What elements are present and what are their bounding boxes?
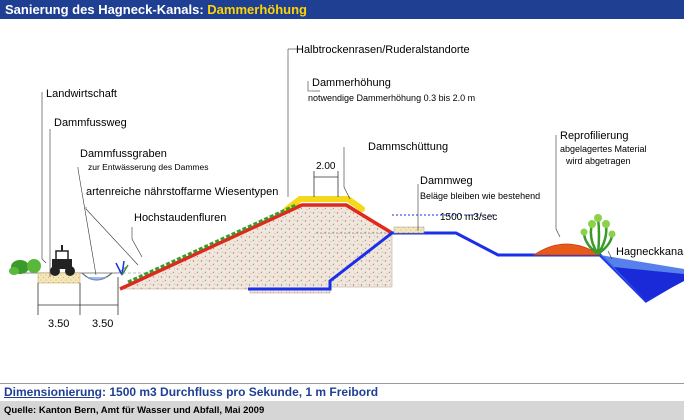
dimension-bottom	[37, 277, 119, 315]
label-dammerhoehung: Dammerhöhung	[312, 77, 391, 89]
dimensioning-bar: Dimensionierung: 1500 m3 Durchfluss pro …	[0, 383, 684, 401]
label-repro-note2: wird abgetragen	[565, 156, 631, 166]
dim-left2-label: 3.50	[92, 318, 113, 330]
dimensioning-text: Dimensionierung: 1500 m3 Durchfluss pro …	[4, 385, 378, 399]
title-prefix: Sanierung des Hagneck-Kanals:	[5, 2, 204, 17]
page-title: Sanierung des Hagneck-Kanals: Dammerhöhu…	[5, 2, 307, 17]
title-bar: Sanierung des Hagneck-Kanals: Dammerhöhu…	[0, 0, 684, 19]
sediment-mound	[532, 243, 602, 256]
label-dammfussgraben-note: zur Entwässerung des Dammes	[88, 162, 208, 172]
label-hagneckkanal: Hagneckkanal	[616, 246, 684, 258]
label-hochstauden: Hochstaudenfluren	[134, 212, 226, 224]
dammfussweg-surface	[37, 272, 81, 284]
label-halbtrocken: Halbtrockenrasen/Ruderalstandorte	[296, 44, 470, 56]
label-dammschuettung: Dammschüttung	[368, 141, 448, 153]
label-wiesentypen: artenreiche nährstoffarme Wiesentypen	[86, 186, 278, 198]
label-dammfussgraben: Dammfussgraben	[80, 148, 167, 160]
dammweg-surface	[393, 226, 425, 234]
hagneckkanal-deep	[614, 267, 684, 301]
dam-red-line	[119, 203, 393, 291]
flow-rate-label: 1500 m3/sec	[440, 212, 497, 223]
tractor-icon	[50, 245, 75, 276]
crops-icon	[9, 259, 41, 275]
shrub-icon	[580, 214, 616, 256]
dam-raise-cap	[283, 196, 365, 213]
dim-top-label: 2.00	[316, 161, 336, 172]
source-bar: Quelle: Kanton Bern, Amt für Wasser und …	[0, 401, 684, 420]
label-landwirtschaft: Landwirtschaft	[46, 88, 117, 100]
label-reprofilierung: Reprofilierung	[560, 130, 628, 142]
label-dammerhoehung-note: notwendige Dammerhöhung 0.3 bis 2.0 m	[308, 93, 475, 103]
dam-cross-section-diagram: 1500 m3/sec	[9, 44, 684, 330]
dim-left1-label: 3.50	[48, 318, 69, 330]
dimensioning-title: Dimensionierung	[4, 385, 103, 399]
dimension-top	[313, 171, 339, 197]
grass-strip	[127, 203, 297, 284]
hochstauden-plant-icon	[115, 260, 129, 276]
label-repro-note1: abgelagertes Material	[560, 144, 647, 154]
dammfussgraben-water	[86, 277, 108, 281]
dimensioning-detail: : 1500 m3 Durchfluss pro Sekunde, 1 m Fr…	[102, 385, 379, 399]
label-dammfussweg: Dammfussweg	[54, 117, 127, 129]
title-highlight: Dammerhöhung	[207, 2, 307, 17]
leader-lines	[41, 48, 613, 277]
label-dammweg-note: Beläge bleiben wie bestehend	[420, 191, 540, 201]
label-dammweg: Dammweg	[420, 175, 473, 187]
source-text: Quelle: Kanton Bern, Amt für Wasser und …	[4, 405, 265, 416]
